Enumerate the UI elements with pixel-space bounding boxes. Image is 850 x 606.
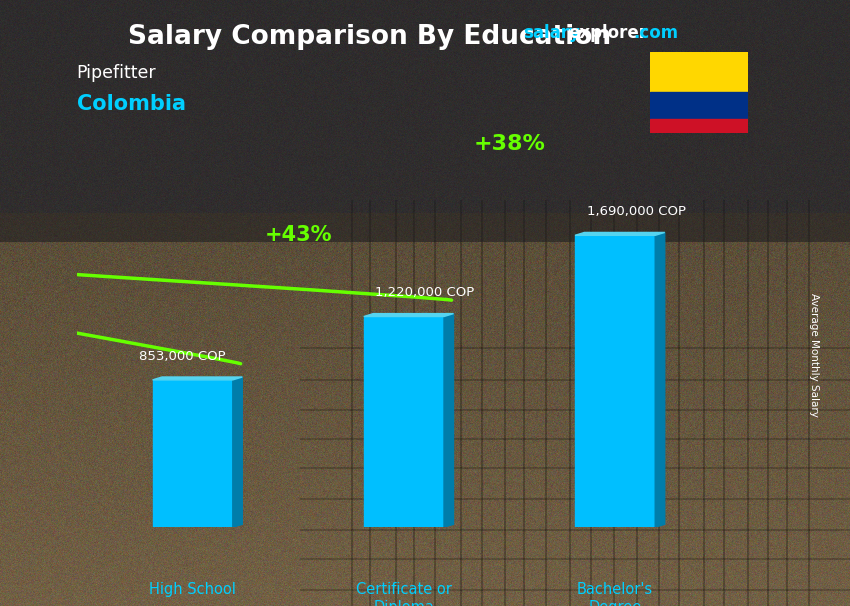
Text: High School: High School	[150, 582, 236, 598]
Bar	[650, 119, 748, 133]
Text: +38%: +38%	[473, 134, 546, 154]
Bar	[364, 316, 444, 527]
Bar	[152, 380, 233, 527]
Bar	[650, 52, 748, 92]
Bar	[575, 235, 655, 527]
Polygon shape	[655, 233, 665, 527]
Text: .com: .com	[633, 24, 678, 42]
Text: salary: salary	[523, 24, 580, 42]
Text: 1,220,000 COP: 1,220,000 COP	[376, 286, 474, 299]
Text: Pipefitter: Pipefitter	[76, 64, 156, 82]
Polygon shape	[575, 233, 665, 235]
Text: Average Monthly Salary: Average Monthly Salary	[809, 293, 819, 416]
Polygon shape	[152, 377, 242, 380]
FancyArrowPatch shape	[0, 0, 451, 300]
Polygon shape	[364, 314, 454, 316]
Text: explorer: explorer	[568, 24, 647, 42]
Polygon shape	[444, 314, 454, 527]
Text: +43%: +43%	[264, 225, 332, 245]
Polygon shape	[233, 377, 242, 527]
FancyArrowPatch shape	[0, 0, 241, 364]
Text: Colombia: Colombia	[76, 94, 185, 114]
Text: Salary Comparison By Education: Salary Comparison By Education	[128, 24, 611, 50]
Text: Certificate or
Diploma: Certificate or Diploma	[356, 582, 452, 606]
Text: Bachelor's
Degree: Bachelor's Degree	[577, 582, 653, 606]
Text: 1,690,000 COP: 1,690,000 COP	[586, 205, 686, 218]
Text: 853,000 COP: 853,000 COP	[139, 350, 225, 362]
Bar	[650, 92, 748, 119]
